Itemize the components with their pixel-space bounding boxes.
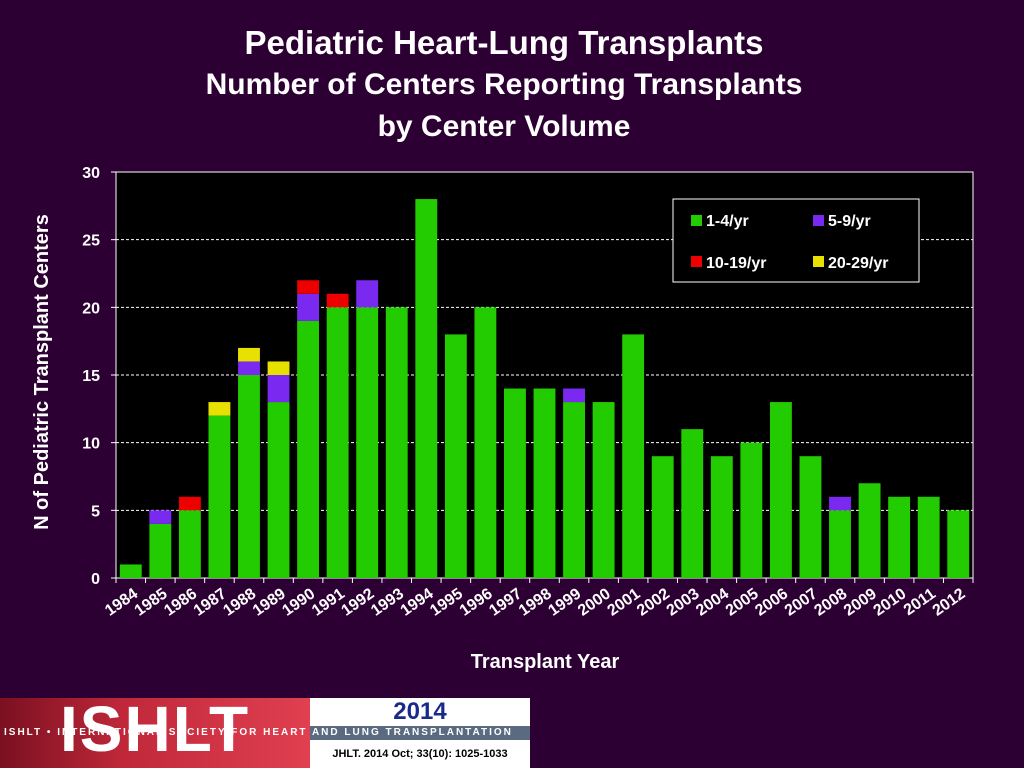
bar-1996-1-4/yr — [474, 307, 497, 578]
bar-1985-1-4/yr — [149, 523, 172, 578]
bar-1989-5-9/yr — [267, 375, 290, 403]
bar-chart: 0 5 10 15 20 25 30 198419851986198719881989199… — [31, 165, 974, 673]
bar-2011-1-4/yr — [917, 496, 940, 578]
bar-2009-1-4/yr — [858, 483, 881, 578]
bar-1991-10-19/yr — [326, 293, 349, 308]
bar-1997-1-4/yr — [504, 388, 526, 578]
logo-text: ISHLT — [60, 698, 251, 765]
legend-label-20-29: 20-29/yr — [828, 255, 889, 272]
legend-label-5-9: 5-9/yr — [828, 213, 871, 230]
bar-1986-10-19/yr — [178, 496, 201, 511]
y-tick-label: 10 — [82, 436, 100, 453]
bar-2002-1-4/yr — [651, 456, 674, 578]
legend: 1-4/yr 5-9/yr 10-19/yr 20-29/yr — [672, 198, 920, 283]
bar-2008-1-4/yr — [829, 510, 851, 578]
bar-2000-1-4/yr — [592, 402, 615, 578]
bar-2005-1-4/yr — [740, 442, 763, 578]
bar-1992-5-9/yr — [356, 280, 379, 308]
bar-1991-1-4/yr — [326, 307, 349, 578]
bar-1995-1-4/yr — [444, 334, 467, 578]
journal-citation: JHLT. 2014 Oct; 33(10): 1025-1033 — [310, 740, 530, 768]
bar-1998-1-4/yr — [533, 388, 556, 578]
bar-1989-1-4/yr — [267, 402, 290, 578]
bar-1993-1-4/yr — [385, 307, 408, 578]
bar-1985-5-9/yr — [149, 510, 172, 524]
bar-1990-1-4/yr — [297, 320, 320, 578]
bar-1999-5-9/yr — [563, 388, 585, 403]
bar-2001-1-4/yr — [622, 334, 645, 578]
bar-2012-1-4/yr — [947, 510, 970, 578]
legend-label-1-4: 1-4/yr — [706, 213, 749, 230]
chart-title-block: Pediatric Heart-Lung Transplants Number … — [0, 22, 1008, 148]
y-tick-label: 15 — [82, 368, 100, 385]
legend-swatch-20-29 — [813, 256, 824, 267]
y-axis-ticks: 0 5 10 15 20 25 30 — [82, 165, 116, 588]
bar-1990-10-19/yr — [297, 280, 320, 294]
bar-2003-1-4/yr — [681, 429, 704, 578]
x-axis-ticks: 1984198519861987198819891990199119921993… — [102, 578, 974, 620]
y-tick-label: 30 — [82, 165, 100, 182]
bar-1989-20-29/yr — [267, 361, 290, 375]
legend-swatch-1-4 — [691, 215, 702, 226]
x-tick-label-2012: 2012 — [930, 585, 969, 619]
bar-1987-20-29/yr — [208, 402, 231, 416]
bar-2008-5-9/yr — [829, 496, 851, 511]
ishlt-logo: ISHLT — [0, 698, 310, 768]
legend-swatch-10-19 — [691, 256, 702, 267]
bar-1984-1-4/yr — [119, 564, 142, 578]
bar-1990-5-9/yr — [297, 293, 320, 321]
bars-group — [119, 199, 970, 579]
y-tick-label: 20 — [82, 300, 100, 317]
bar-1988-1-4/yr — [238, 375, 260, 578]
bar-2007-1-4/yr — [799, 456, 822, 578]
footer: ISHLT ISHLT • INTERNATIONAL SOCIETY FOR … — [0, 698, 530, 768]
ishlt-tagline: ISHLT • INTERNATIONAL SOCIETY FOR HEART … — [4, 727, 513, 738]
bar-2010-1-4/yr — [888, 496, 911, 578]
bar-2006-1-4/yr — [769, 402, 792, 578]
legend-label-10-19: 10-19/yr — [706, 255, 767, 272]
bar-1988-5-9/yr — [238, 361, 260, 375]
legend-swatch-5-9 — [813, 215, 824, 226]
y-tick-label: 5 — [91, 503, 100, 520]
y-axis-label: N of Pediatric Transplant Centers — [31, 214, 53, 530]
x-axis-label: Transplant Year — [471, 651, 620, 673]
bar-1992-1-4/yr — [356, 307, 379, 578]
legend-box — [672, 198, 920, 283]
bar-1986-1-4/yr — [178, 510, 201, 578]
y-tick-label: 0 — [91, 571, 100, 588]
chart-subtitle-line2: by Center Volume — [377, 110, 631, 143]
bar-1987-1-4/yr — [208, 415, 231, 578]
report-year: 2014 — [310, 698, 530, 726]
chart-subtitle-line1: Number of Centers Reporting Transplants — [205, 68, 803, 101]
bar-1999-1-4/yr — [563, 402, 585, 578]
chart-title: Pediatric Heart-Lung Transplants — [244, 24, 764, 61]
bar-2004-1-4/yr — [710, 456, 733, 578]
bar-1994-1-4/yr — [415, 199, 438, 579]
y-tick-label: 25 — [82, 233, 100, 250]
bar-1988-20-29/yr — [238, 347, 260, 362]
